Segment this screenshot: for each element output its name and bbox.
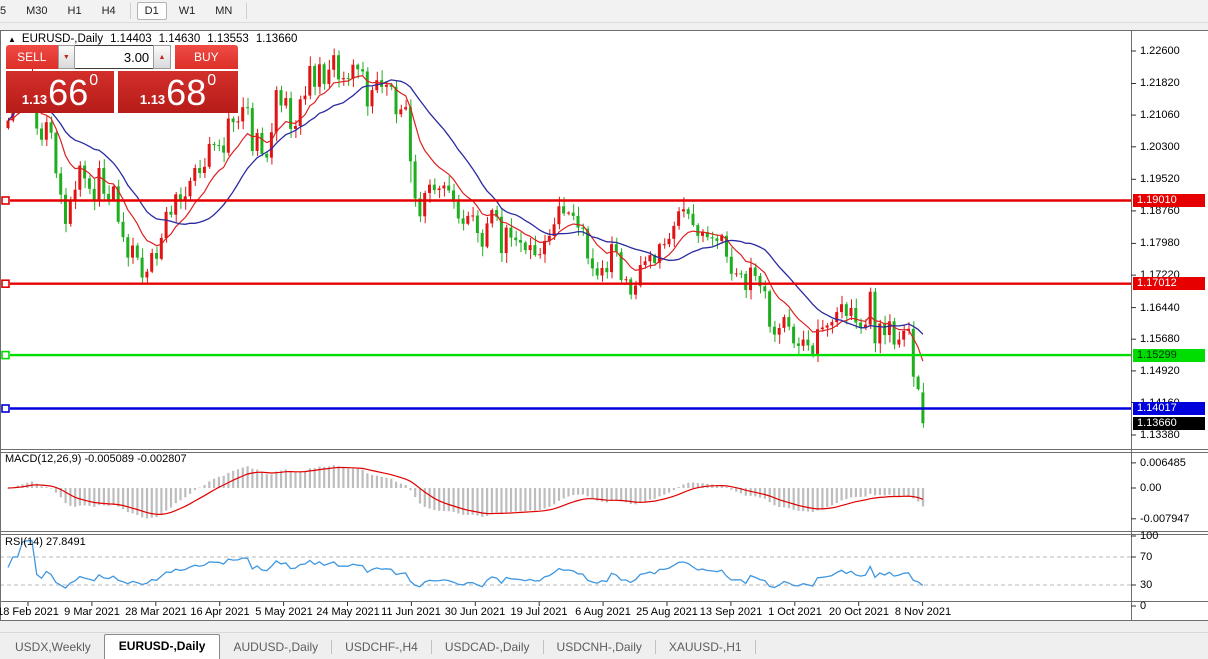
volume-input[interactable]: 3.00 xyxy=(75,45,154,69)
timeframe-button-h4[interactable]: H4 xyxy=(101,5,116,17)
hline-1.17012[interactable] xyxy=(1,279,1131,289)
tab-separator xyxy=(654,640,656,654)
sell-price-superscript: 0 xyxy=(89,72,99,89)
panel-borders xyxy=(0,30,1208,621)
timeframe-button-m30[interactable]: M30 xyxy=(26,5,48,17)
ohlc-high: 1.14630 xyxy=(158,33,201,45)
tab-separator xyxy=(754,640,756,654)
tab-separator xyxy=(331,640,333,654)
rsi-indicator-label: RSI(14) 27.8491 xyxy=(5,536,86,548)
timeframe-button-w1[interactable]: W1 xyxy=(178,5,196,17)
volume-increase-button[interactable]: ▲ xyxy=(153,45,171,69)
buy-price-superscript: 0 xyxy=(207,72,217,89)
chart-symbol-label: EURUSD-,Daily xyxy=(21,33,104,45)
toolbar-separator xyxy=(129,3,131,19)
one-click-trading-panel: SELL ▼ 3.00 ▲ BUY 1.13 66 0 1.13 68 0 xyxy=(6,45,238,113)
rsi-line xyxy=(7,539,924,589)
chart-tabs-bar: USDX,Weekly EURUSD-,Daily AUDUSD-,Daily USD… xyxy=(0,632,1208,659)
ohlc-close: 1.13660 xyxy=(255,33,298,45)
ohlc-low: 1.13553 xyxy=(207,33,249,45)
hline-1.14017[interactable] xyxy=(1,404,1131,413)
sell-price-big-digits: 66 xyxy=(48,72,89,113)
sell-price-display[interactable]: 1.13 66 0 xyxy=(6,71,114,113)
timeframe-button-mn[interactable]: MN xyxy=(215,5,233,17)
buy-price-display[interactable]: 1.13 68 0 xyxy=(118,71,238,113)
tab-usdcnh-daily[interactable]: USDCNH-,Daily xyxy=(556,640,642,654)
chart-window: 1.22600 1.21820 1.21060 1.20300 1.19520 1.187… xyxy=(0,30,1208,621)
tab-audusd-daily[interactable]: AUDUSD-,Daily xyxy=(233,640,319,654)
toolbar-separator xyxy=(246,3,248,19)
tab-usdx-weekly[interactable]: USDX,Weekly xyxy=(15,640,91,654)
ohlc-open: 1.14403 xyxy=(110,33,152,45)
tab-usdchf-h4[interactable]: USDCHF-,H4 xyxy=(345,640,418,654)
hline-1.15299[interactable] xyxy=(1,350,1131,360)
timeframe-button-d1[interactable]: D1 xyxy=(136,2,167,20)
volume-decrease-button[interactable]: ▼ xyxy=(57,45,76,69)
sell-price-prefix: 1.13 xyxy=(21,92,48,107)
buy-button[interactable]: BUY xyxy=(174,45,238,69)
buy-price-big-digits: 68 xyxy=(166,72,207,113)
sell-button[interactable]: SELL xyxy=(6,45,58,69)
candles xyxy=(6,48,925,428)
hline-handle[interactable] xyxy=(1,196,10,205)
rsi-panel xyxy=(0,539,1131,589)
timeframe-toolbar: 5 M30 H1 H4 D1 W1 MN xyxy=(0,0,1208,23)
hline-handle[interactable] xyxy=(1,404,10,413)
chart-title-bar: ▲ EURUSD-,Daily 1.14403 1.14630 1.13553 … xyxy=(8,33,297,45)
macd-indicator-label: MACD(12,26,9) -0.005089 -0.002807 xyxy=(5,453,187,465)
hline-1.19010[interactable] xyxy=(1,196,1131,205)
hline-handle[interactable] xyxy=(1,350,10,360)
collapse-icon[interactable]: ▲ xyxy=(8,34,16,44)
chart-scroll-strip xyxy=(0,621,1208,632)
timeframe-button-m5[interactable]: 5 xyxy=(0,5,7,17)
hline-handle[interactable] xyxy=(1,279,10,289)
macd-panel xyxy=(7,465,925,519)
macd-signal-line xyxy=(7,466,924,516)
ma-slow-line xyxy=(7,79,924,335)
tab-eurusd-daily[interactable]: EURUSD-,Daily xyxy=(103,634,221,659)
tab-separator xyxy=(430,640,432,654)
timeframe-button-h1[interactable]: H1 xyxy=(67,5,82,17)
buy-price-prefix: 1.13 xyxy=(139,92,166,107)
tab-xauusd-h1[interactable]: XAUUSD-,H1 xyxy=(668,640,742,654)
tab-separator xyxy=(542,640,544,654)
tab-usdcad-daily[interactable]: USDCAD-,Daily xyxy=(444,640,530,654)
